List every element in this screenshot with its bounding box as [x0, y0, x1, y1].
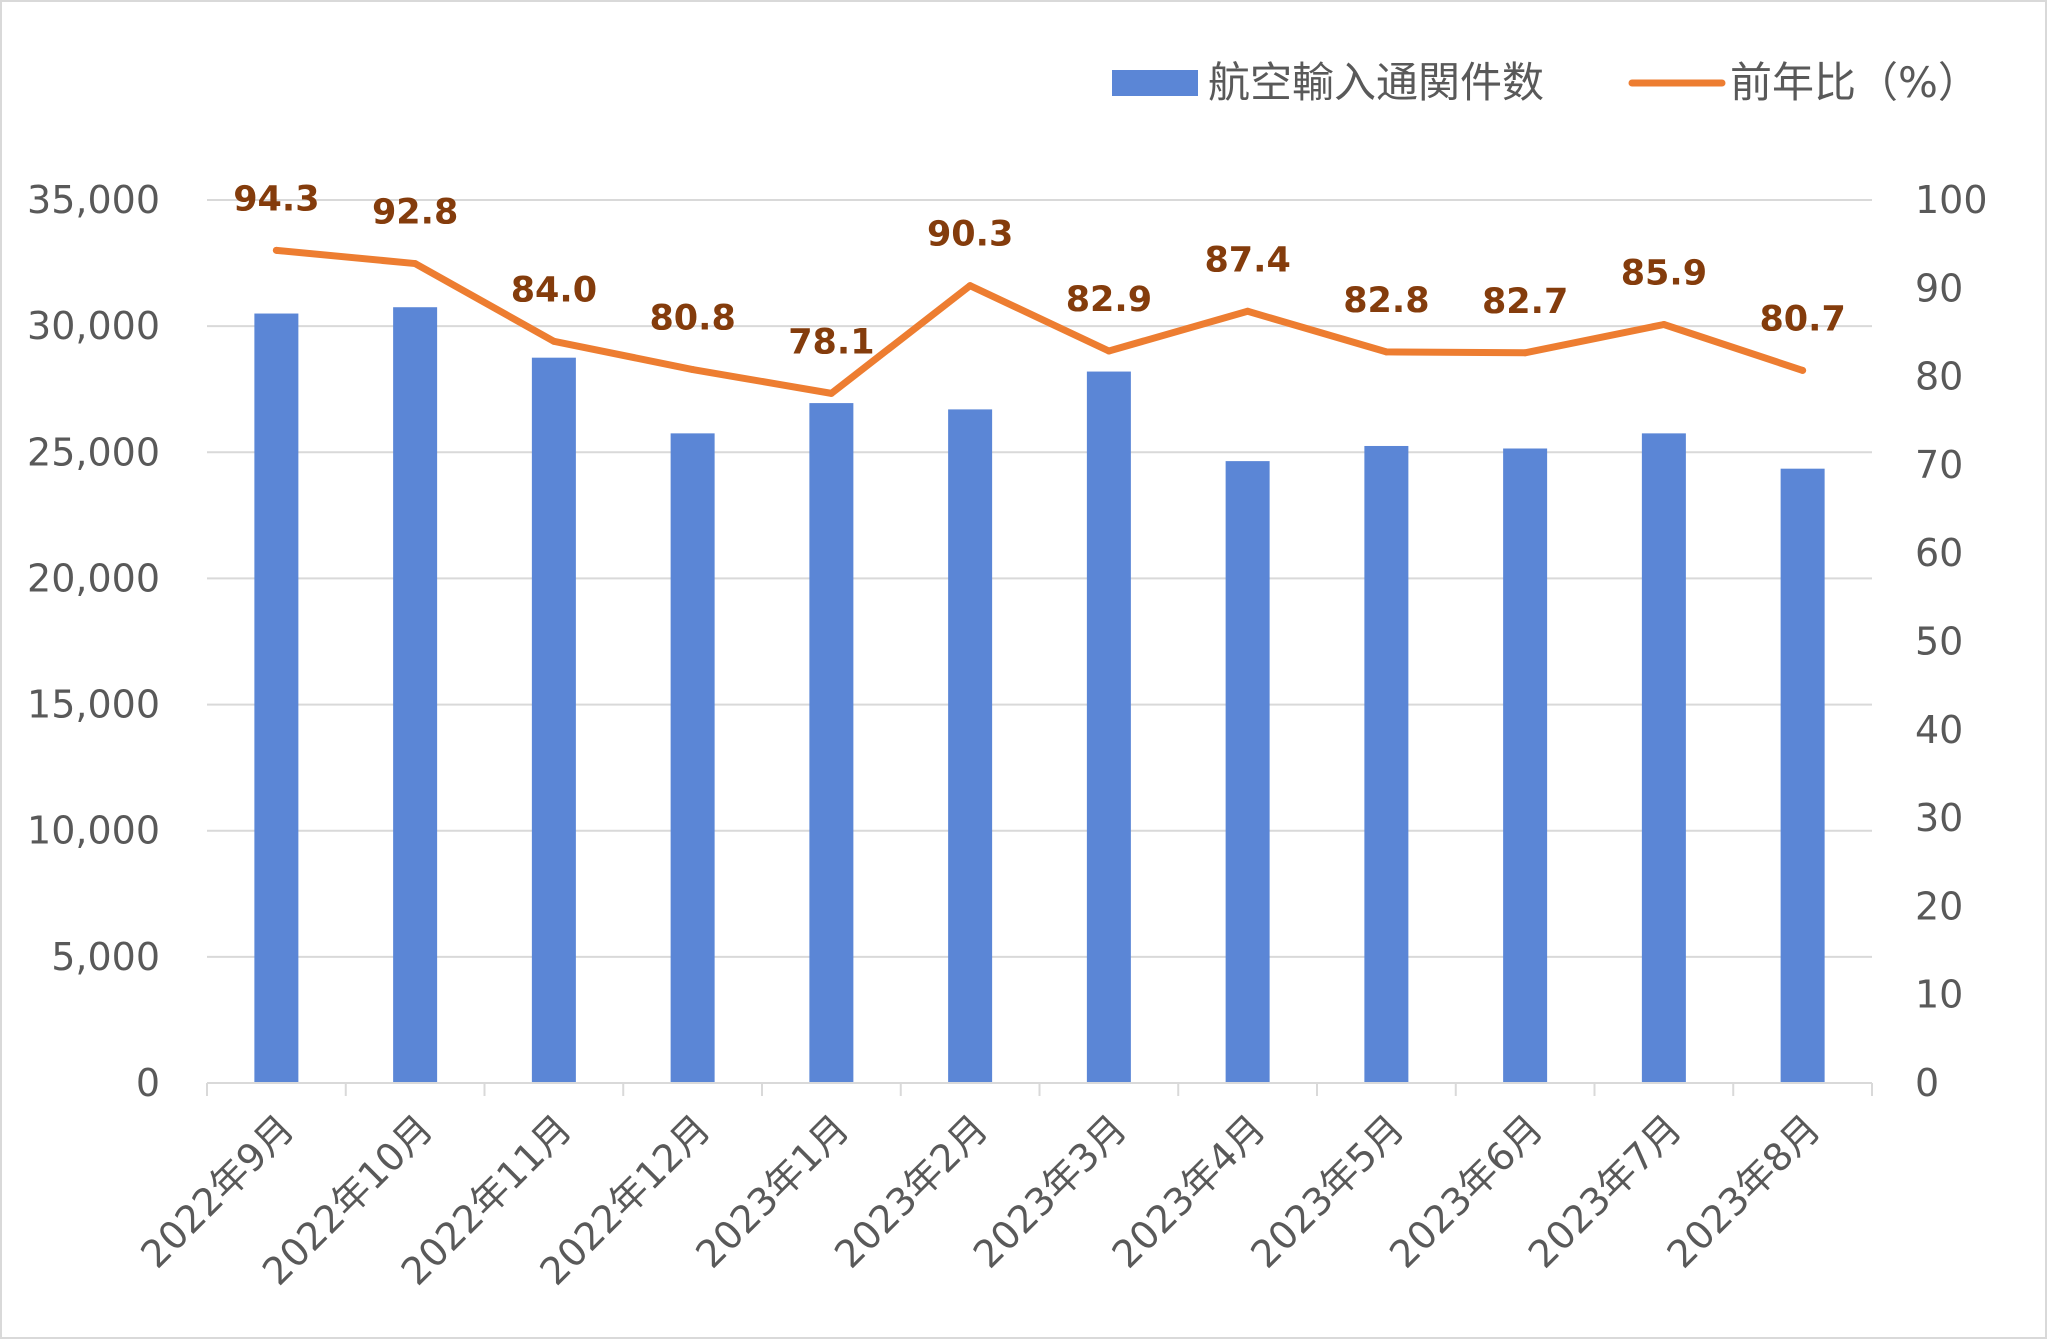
line-data-label: 90.3 [927, 215, 1013, 255]
line-point [1244, 307, 1252, 315]
line-data-label: 82.9 [1066, 280, 1152, 320]
line-point [1521, 349, 1529, 357]
y-left-tick-label: 30,000 [27, 304, 160, 348]
bar [948, 409, 993, 1083]
line-point [689, 366, 697, 374]
y-right-tick-label: 0 [1915, 1061, 1939, 1105]
y-left-tick-label: 20,000 [27, 556, 160, 600]
y-left-tick-label: 0 [136, 1061, 160, 1105]
gridlines [207, 199, 1872, 958]
bar [1641, 433, 1686, 1084]
line-point [550, 337, 558, 345]
y-right-tick-label: 40 [1915, 708, 1963, 752]
bar [670, 433, 715, 1084]
bar-series [254, 307, 1825, 1084]
y-right-tick-label: 60 [1915, 531, 1963, 575]
y-right-tick-label: 80 [1915, 355, 1963, 399]
line-data-label: 78.1 [788, 322, 874, 362]
y-left-tick-label: 15,000 [27, 683, 160, 727]
line-point [1799, 366, 1807, 374]
line-data-label: 85.9 [1621, 254, 1707, 294]
legend: 航空輸入通関件数 前年比（%） [1112, 58, 1980, 107]
bar [809, 403, 854, 1084]
legend-bar-label: 航空輸入通関件数 [1208, 58, 1544, 107]
y-left-tick-label: 35,000 [27, 178, 160, 222]
legend-line-label: 前年比（%） [1730, 58, 1980, 107]
y-right-tick-label: 100 [1915, 178, 1988, 222]
line-series [272, 246, 1807, 397]
y-left-tick-label: 10,000 [27, 809, 160, 853]
line-point [966, 282, 974, 290]
line-data-label: 80.7 [1759, 299, 1845, 339]
bar [1364, 445, 1409, 1083]
line-point [1382, 348, 1390, 356]
line-data-label: 80.8 [649, 299, 735, 339]
bar [393, 307, 438, 1083]
y-left-tick-label: 25,000 [27, 430, 160, 474]
line-data-label: 92.8 [372, 193, 458, 233]
line-data-label: 82.7 [1482, 282, 1568, 322]
y-right-tick-label: 20 [1915, 884, 1963, 928]
line-point [272, 246, 280, 254]
line-point [1660, 321, 1668, 329]
bar [1780, 468, 1825, 1083]
line-data-label: 94.3 [233, 179, 319, 219]
bar [1086, 371, 1131, 1083]
line-data-label: 84.0 [511, 270, 597, 310]
x-axis [206, 1082, 1873, 1096]
line-point [827, 389, 835, 397]
y-right-tick-label: 90 [1915, 266, 1963, 310]
line-data-label: 82.8 [1343, 281, 1429, 321]
line-point [1105, 347, 1113, 355]
y-left-tick-label: 5,000 [51, 935, 160, 979]
bar [1225, 461, 1270, 1083]
legend-bar-swatch [1112, 70, 1198, 96]
data-labels: 94.3 92.8 84.0 80.8 78.1 90.3 82.9 87.4 82.8 82.7… [233, 179, 1846, 362]
line-point [411, 260, 419, 268]
bar [1503, 448, 1548, 1083]
y-right-tick-label: 50 [1915, 620, 1963, 664]
line-data-label: 87.4 [1204, 240, 1290, 280]
line-path [272, 246, 1807, 397]
y-right-tick-label: 30 [1915, 796, 1963, 840]
bar [254, 313, 299, 1083]
y-right-tick-label: 70 [1915, 443, 1963, 487]
y-axis-right: 0 10 20 30 40 50 60 70 80 90 100 [1915, 178, 1988, 1105]
bar [531, 357, 576, 1083]
y-axis-left: 0 5,000 10,000 15,000 20,000 25,000 30,000 35,0… [27, 178, 160, 1105]
y-right-tick-label: 10 [1915, 973, 1963, 1017]
